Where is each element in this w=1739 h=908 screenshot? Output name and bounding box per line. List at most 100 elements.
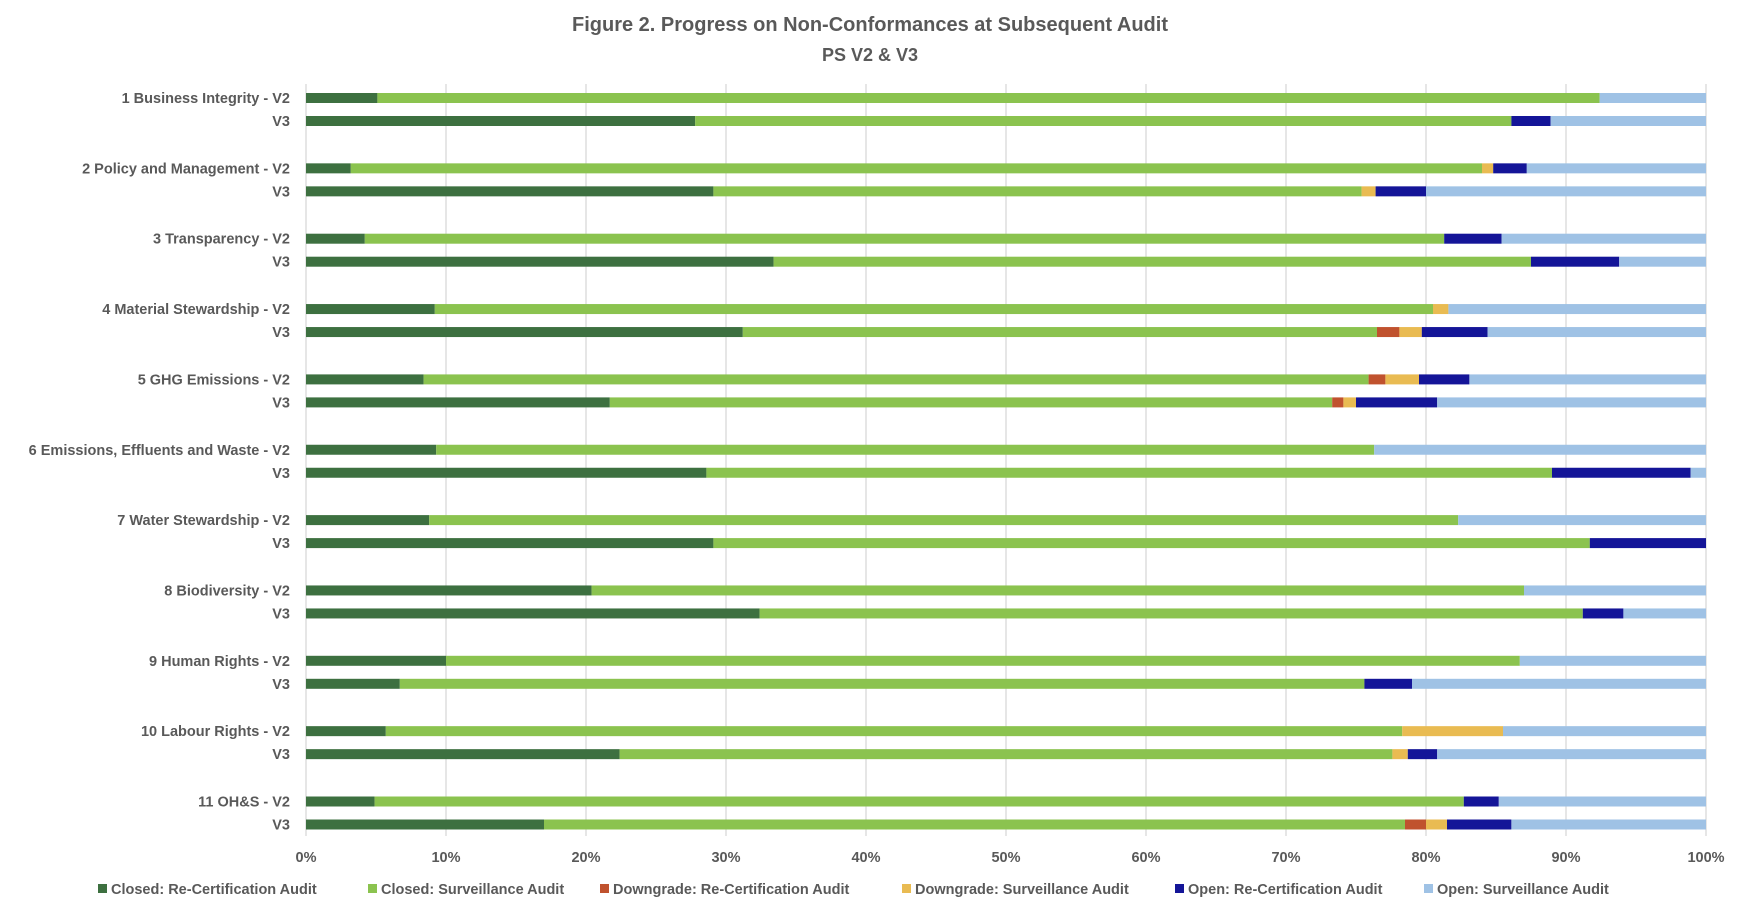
legend-label: Closed: Re-Certification Audit <box>111 882 317 898</box>
bar-segment-0 <box>306 585 592 596</box>
bar-segment-1 <box>434 304 1433 315</box>
row-label: 5 GHG Emissions - V2 <box>138 372 290 388</box>
bar-segment-4 <box>1421 327 1488 338</box>
legend-label: Downgrade: Surveillance Audit <box>915 882 1129 898</box>
bar-segment-5 <box>1599 93 1706 103</box>
x-axis-ticks: 0% 10% 20% 30% 40% 50% 60% 70% 80% 90% 100% <box>296 850 1725 866</box>
bar-segment-0 <box>306 256 774 267</box>
bar-segment-5 <box>1498 796 1706 807</box>
bar-segment-3 <box>1482 163 1494 174</box>
bar-segment-4 <box>1447 819 1512 830</box>
bar-segment-0 <box>306 819 544 830</box>
bar-segment-4 <box>1511 116 1551 126</box>
row-label: 8 Biodiversity - V2 <box>164 583 290 599</box>
bar-segment-0 <box>306 327 743 338</box>
row-label: V3 <box>272 818 290 834</box>
bar-segment-5 <box>1374 444 1706 455</box>
bar-segment-4 <box>1582 608 1624 619</box>
bar-segment-1 <box>436 444 1375 455</box>
bar-segment-1 <box>377 93 1600 103</box>
bar-segment-0 <box>306 467 707 478</box>
bar-segment-0 <box>306 655 446 666</box>
bar-segment-1 <box>591 585 1524 596</box>
bar-segment-3 <box>1343 397 1356 408</box>
chart-subtitle: PS V2 & V3 <box>822 45 918 65</box>
row-label: 11 OH&S - V2 <box>198 795 290 811</box>
bar-segment-5 <box>1469 374 1706 385</box>
bar-segment-0 <box>306 163 351 174</box>
bar-segment-1 <box>619 749 1393 760</box>
bar-segment-4 <box>1364 678 1412 689</box>
row-label: 2 Policy and Management - V2 <box>82 161 290 177</box>
gridlines <box>305 84 1707 836</box>
bar-segment-0 <box>306 796 375 807</box>
x-tick-label: 80% <box>1411 850 1440 866</box>
bar-segment-3 <box>1392 749 1408 760</box>
row-label: 9 Human Rights - V2 <box>149 654 290 670</box>
bar-segment-0 <box>306 93 378 103</box>
bar-segment-2 <box>1377 327 1400 338</box>
bar-segment-1 <box>350 163 1482 174</box>
row-label: V3 <box>272 325 290 341</box>
bar-segment-4 <box>1419 374 1470 385</box>
bar-segment-5 <box>1412 678 1706 689</box>
bar-segment-1 <box>385 726 1403 737</box>
bar-segment-5 <box>1519 655 1706 666</box>
legend-swatch <box>98 884 107 893</box>
bar-segment-4 <box>1589 538 1706 549</box>
bar-segment-1 <box>706 467 1552 478</box>
bar-segment-1 <box>713 538 1590 549</box>
bar-segment-1 <box>374 796 1464 807</box>
bar-segment-4 <box>1493 163 1527 174</box>
bar-segment-0 <box>306 444 437 455</box>
bar-segment-0 <box>306 374 424 385</box>
x-tick-label: 20% <box>571 850 600 866</box>
legend-swatch <box>368 884 377 893</box>
bar-segment-5 <box>1550 116 1706 126</box>
legend-swatch <box>1175 884 1184 893</box>
bar-segment-0 <box>306 116 696 126</box>
bar-segment-3 <box>1402 726 1503 737</box>
bar-segment-3 <box>1361 186 1376 197</box>
bar-segment-1 <box>429 515 1459 526</box>
bar-segment-2 <box>1405 819 1426 830</box>
legend-label: Open: Surveillance Audit <box>1437 882 1609 898</box>
x-tick-label: 40% <box>851 850 880 866</box>
row-labels: 1 Business Integrity - V2 V3 2 Policy and … <box>29 91 290 834</box>
bar-segment-5 <box>1623 608 1706 619</box>
bar-segment-0 <box>306 304 435 315</box>
bar-segment-5 <box>1437 397 1706 408</box>
row-label: V3 <box>272 395 290 411</box>
row-label: 6 Emissions, Effluents and Waste - V2 <box>29 443 290 459</box>
row-label: V3 <box>272 255 290 271</box>
bar-segment-3 <box>1399 327 1422 338</box>
bar-segment-5 <box>1524 585 1706 596</box>
bar-segment-0 <box>306 515 430 526</box>
bar-segment-0 <box>306 608 760 619</box>
bar-segment-4 <box>1552 467 1691 478</box>
x-tick-label: 100% <box>1687 850 1724 866</box>
row-label: V3 <box>272 747 290 763</box>
bar-segment-5 <box>1619 256 1706 267</box>
bar-segment-5 <box>1526 163 1706 174</box>
bar-segment-1 <box>544 819 1405 830</box>
legend-swatch <box>600 884 609 893</box>
bar-segment-0 <box>306 186 714 197</box>
row-label: V3 <box>272 606 290 622</box>
bar-segment-3 <box>1385 374 1419 385</box>
bar-segment-5 <box>1487 327 1706 338</box>
bar-segment-5 <box>1511 819 1706 830</box>
x-tick-label: 50% <box>991 850 1020 866</box>
bar-segment-4 <box>1463 796 1499 807</box>
x-tick-label: 60% <box>1131 850 1160 866</box>
bar-segment-2 <box>1368 374 1386 385</box>
bar-segment-0 <box>306 233 365 244</box>
bar-segment-4 <box>1407 749 1438 760</box>
bar-segment-4 <box>1356 397 1438 408</box>
bar-segment-1 <box>759 608 1583 619</box>
bar-segment-0 <box>306 749 620 760</box>
bar-segment-5 <box>1437 749 1706 760</box>
bar-segment-5 <box>1448 304 1706 315</box>
row-label: 1 Business Integrity - V2 <box>122 91 290 107</box>
row-label: V3 <box>272 184 290 200</box>
